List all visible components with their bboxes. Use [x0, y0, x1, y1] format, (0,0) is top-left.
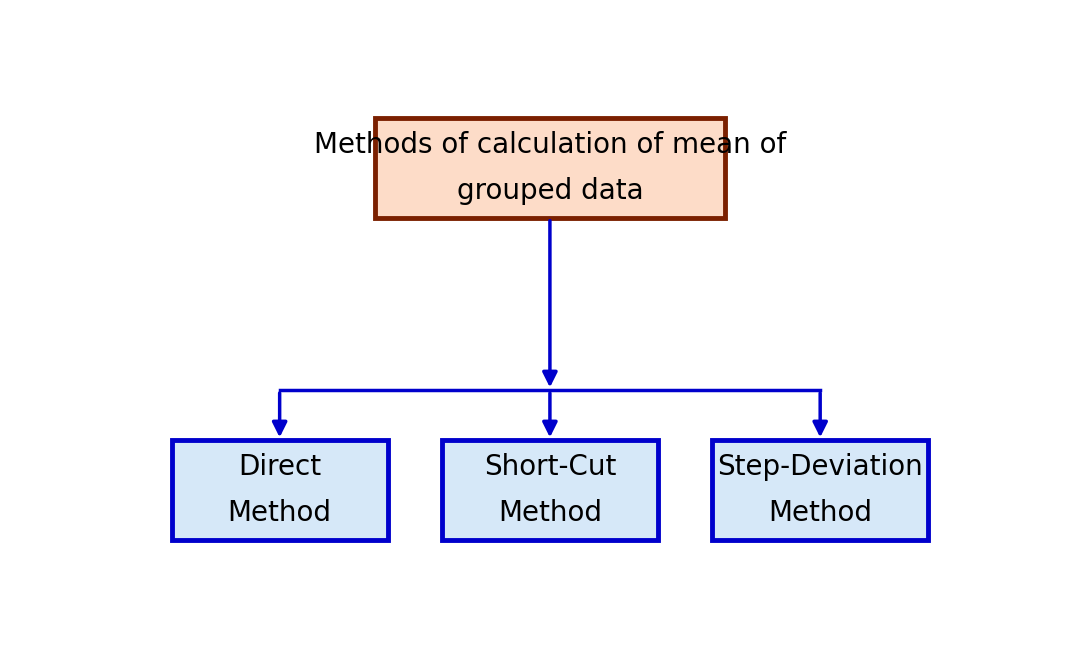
Text: Step-Deviation
Method: Step-Deviation Method [717, 454, 923, 527]
FancyBboxPatch shape [442, 440, 658, 540]
FancyBboxPatch shape [712, 440, 928, 540]
Text: Direct
Method: Direct Method [227, 454, 332, 527]
FancyBboxPatch shape [376, 118, 724, 218]
Text: Methods of calculation of mean of
grouped data: Methods of calculation of mean of groupe… [313, 131, 787, 204]
FancyBboxPatch shape [172, 440, 387, 540]
Text: Short-Cut
Method: Short-Cut Method [484, 454, 616, 527]
